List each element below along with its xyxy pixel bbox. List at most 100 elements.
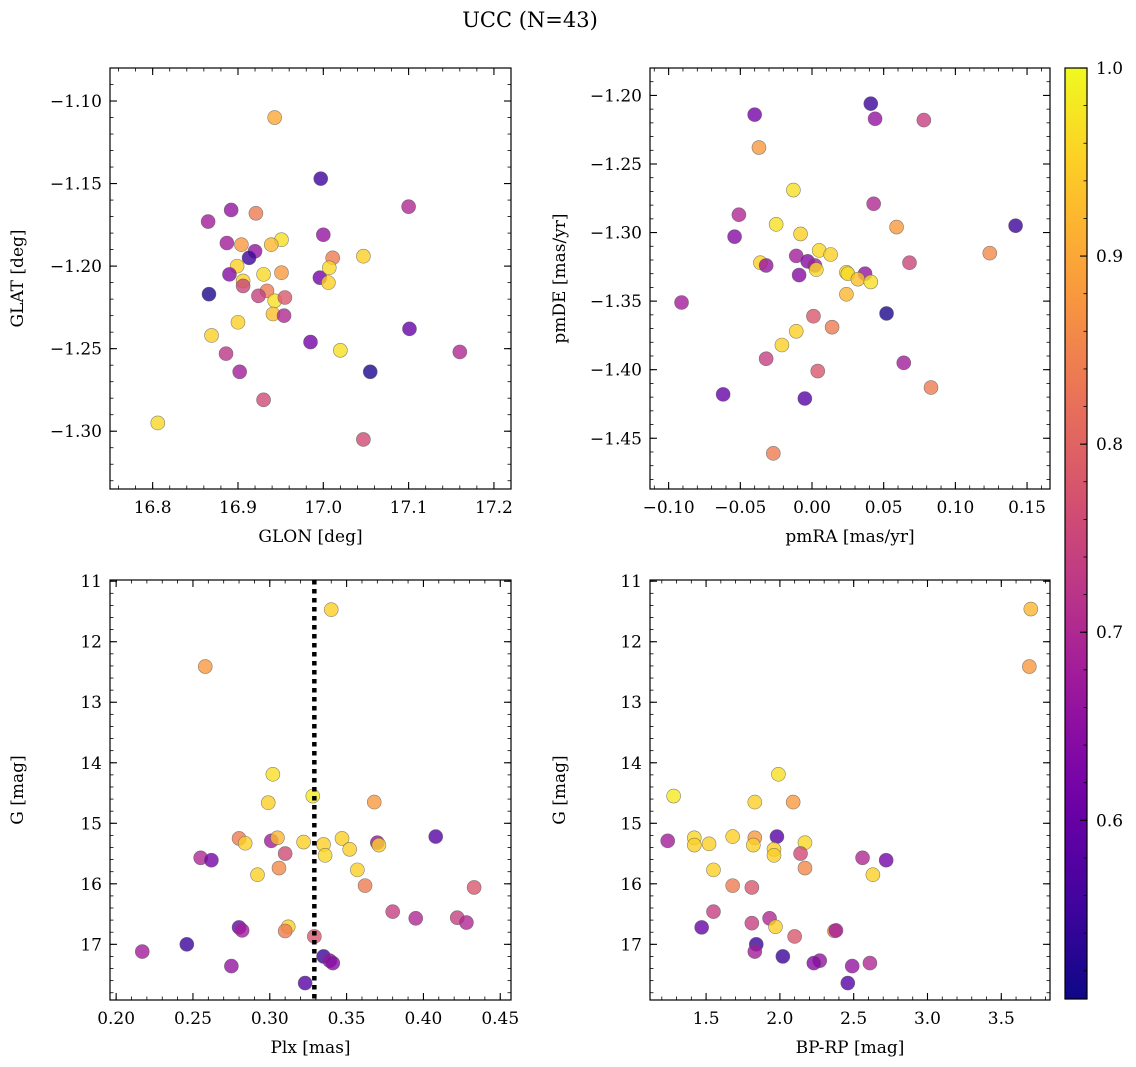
- data-point: [747, 944, 763, 959]
- data-point: [256, 267, 271, 282]
- y-tick-label: −1.25: [50, 340, 102, 360]
- data-point: [234, 923, 250, 938]
- data-point: [862, 955, 878, 971]
- data-point: [277, 290, 293, 305]
- y-tick-label: 17: [80, 935, 102, 955]
- data-point: [323, 602, 339, 617]
- y-tick-label: −1.30: [590, 224, 642, 244]
- panel-pmra-pmde: −0.10 −0.05 0.00 0.05 0.10 0.15 −1.45 −1.40 −1.3…: [550, 67, 1051, 547]
- x-axis-label: BP-RP [mag]: [796, 1038, 905, 1058]
- x-axis-label: pmRA [mas/yr]: [785, 527, 914, 547]
- data-point: [237, 835, 253, 851]
- data-point: [923, 380, 939, 395]
- data-point: [296, 834, 311, 850]
- x-tick-label: 2.5: [840, 1009, 867, 1029]
- data-point: [428, 829, 444, 844]
- panel-bprp-g: 1.5 2.0 2.5 3.0 3.5 11 12 13 14 15 16 17 BP-RP [mag]…: [550, 572, 1051, 1058]
- data-point: [362, 364, 378, 380]
- data-point: [357, 878, 373, 893]
- y-tick-label: −1.35: [590, 292, 642, 312]
- x-axis-label: GLON [deg]: [258, 527, 362, 547]
- y-tick-label: 15: [620, 814, 642, 834]
- data-point: [769, 829, 785, 844]
- data-point: [356, 432, 371, 447]
- data-point: [797, 860, 813, 876]
- data-point: [793, 226, 808, 242]
- data-point: [1023, 601, 1039, 617]
- data-point: [731, 207, 747, 223]
- data-point: [896, 355, 912, 371]
- data-point: [797, 391, 813, 406]
- colorbar-frame: [1064, 67, 1088, 1000]
- scatter-points: [134, 602, 482, 991]
- data-point: [466, 880, 482, 895]
- y-axis-label: G [mag]: [550, 755, 570, 824]
- data-point: [248, 205, 264, 221]
- data-point: [342, 842, 357, 857]
- x-tick-label: 17.1: [390, 498, 428, 518]
- colorbar-tick-label: 0.6: [1096, 811, 1123, 831]
- data-point: [260, 795, 276, 811]
- data-point: [1022, 659, 1037, 674]
- data-point: [878, 852, 894, 868]
- data-point: [866, 196, 881, 212]
- data-point: [865, 867, 881, 883]
- data-point: [916, 112, 932, 128]
- data-point: [839, 286, 854, 302]
- data-point: [201, 286, 217, 302]
- y-axis-label: pmDE [mas/yr]: [550, 213, 570, 343]
- data-point: [150, 415, 166, 431]
- axes-frame: [649, 579, 1051, 1001]
- x-tick-label: 2.0: [766, 1009, 793, 1029]
- data-point: [218, 346, 234, 361]
- x-tick-label: 0.20: [97, 1009, 135, 1029]
- y-tick-label: −1.40: [590, 361, 642, 381]
- data-point: [204, 328, 219, 343]
- x-tick-label: 0.45: [481, 1009, 519, 1029]
- data-point: [408, 910, 424, 926]
- y-tick-label: 17: [620, 935, 642, 955]
- data-point: [788, 323, 804, 339]
- data-point: [263, 237, 279, 252]
- data-point: [222, 267, 237, 282]
- x-tick-label: 16.9: [219, 498, 257, 518]
- y-tick-label: −1.45: [590, 429, 642, 449]
- y-axis-label: G [mag]: [8, 755, 28, 824]
- y-tick-label: −1.20: [50, 257, 102, 277]
- data-point: [232, 364, 247, 380]
- x-tick-label: 17.2: [475, 498, 513, 518]
- data-point: [674, 295, 689, 310]
- data-point: [235, 278, 251, 294]
- data-point: [902, 255, 917, 271]
- x-tick-label: 0.25: [174, 1009, 212, 1029]
- y-tick-label: 14: [620, 754, 642, 774]
- data-point: [791, 267, 807, 283]
- y-tick-label: −1.30: [50, 422, 102, 442]
- data-point: [224, 958, 239, 974]
- data-point: [315, 227, 331, 243]
- data-point: [786, 182, 801, 198]
- x-tick-label: 0.35: [328, 1009, 366, 1029]
- y-tick-label: 16: [620, 875, 642, 895]
- data-point: [744, 880, 760, 895]
- y-tick-label: −1.20: [590, 86, 642, 106]
- data-point: [241, 250, 257, 266]
- data-point: [747, 794, 763, 810]
- panel-plx-g: 0.20 0.25 0.30 0.35 0.40 0.45 11 12 13 14 15 16 17 Pl…: [8, 572, 519, 1058]
- data-point: [727, 229, 742, 244]
- data-point: [694, 920, 709, 935]
- data-point: [270, 830, 285, 846]
- data-point: [303, 334, 318, 350]
- data-point: [889, 219, 904, 235]
- x-tick-label: −0.05: [714, 498, 766, 518]
- data-point: [350, 862, 365, 878]
- data-point: [686, 837, 702, 853]
- data-point: [321, 275, 336, 290]
- x-tick-label: −0.10: [643, 498, 695, 518]
- data-point: [810, 363, 826, 379]
- data-point: [251, 288, 266, 304]
- data-point: [256, 392, 271, 408]
- data-point: [276, 308, 292, 323]
- data-point: [785, 794, 801, 810]
